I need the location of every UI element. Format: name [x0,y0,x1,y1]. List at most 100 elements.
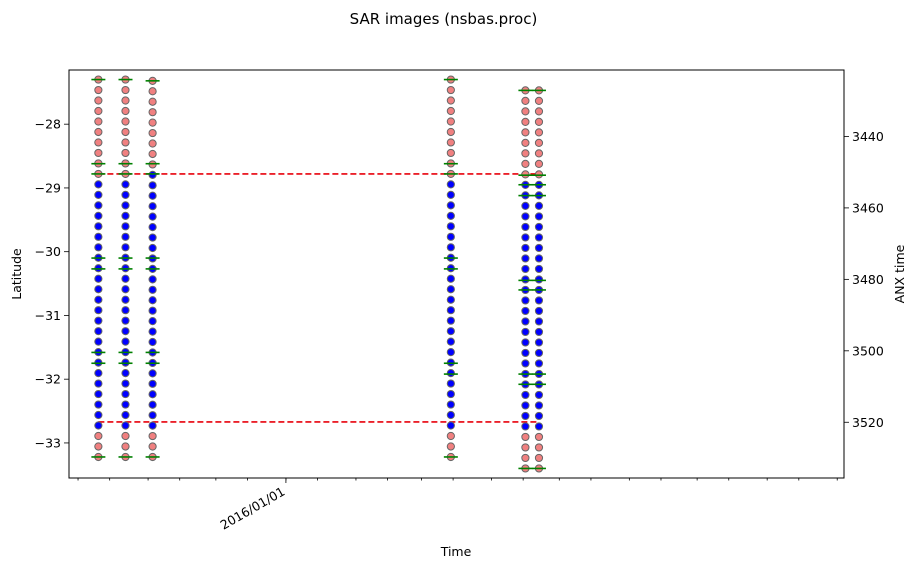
unselected-point [94,148,103,158]
unselected-point [121,117,130,126]
selected-point [521,233,530,242]
selected-point [121,400,130,409]
selected-point [148,191,157,200]
selected-point [148,379,157,388]
selected-point [521,359,530,368]
selected-point [446,389,455,399]
unselected-point [534,159,544,169]
selected-point [521,296,530,305]
unselected-point [446,127,455,137]
unselected-point [148,431,157,441]
selected-point [521,306,530,316]
selected-point [148,317,157,326]
date-column [118,75,133,462]
unselected-point [534,96,544,106]
selected-point [94,410,103,420]
unselected-point [121,442,130,451]
selected-point [94,201,103,210]
unselected-point [94,106,103,116]
selected-point [521,338,530,347]
y2-axis-label: ANX time [892,244,907,303]
selected-point [121,201,130,210]
unselected-point [534,117,544,127]
y-tick-label: −33 [35,435,61,450]
unselected-point [521,96,530,106]
selected-point [121,295,130,304]
selected-point [446,400,455,409]
unselected-point [94,96,103,105]
selected-point [94,243,103,252]
y2-tick-label: 3480 [852,272,884,287]
chart-title: SAR images (nsbas.proc) [350,10,538,28]
selected-point [521,411,530,421]
selected-point [148,243,157,253]
y-tick-label: −31 [35,308,61,323]
y-axis-label: Latitude [9,248,24,300]
unselected-point [534,149,544,158]
selected-point [94,285,103,294]
selected-point [148,296,157,305]
selected-point [94,306,103,315]
selected-point [534,306,544,316]
unselected-point [521,443,530,452]
unselected-point [534,443,544,452]
unselected-point [121,148,130,158]
unselected-point [121,431,130,441]
selected-point [121,190,130,199]
selected-point [446,379,455,388]
selected-point [534,422,544,431]
selected-point [94,180,103,189]
selected-point [521,212,530,221]
unselected-point [94,117,103,126]
selected-point [534,264,544,274]
selected-point [446,190,455,199]
selected-point [521,401,530,410]
selected-point [534,201,544,211]
y-tick-label: −30 [35,244,61,259]
unselected-point [446,431,455,441]
selected-point [94,400,103,409]
unselected-point [148,139,157,148]
selected-point [94,295,103,304]
selected-point [534,390,544,400]
selected-point [446,180,455,189]
selected-point [446,222,455,231]
selected-point [521,254,530,263]
selected-point [121,421,130,430]
unselected-point [446,96,455,105]
unselected-point [521,149,530,158]
unselected-point [94,127,103,137]
selected-point [446,232,455,241]
selected-point [148,411,157,420]
selected-point [446,306,455,315]
selected-point [94,337,103,346]
unselected-point [121,96,130,105]
selected-point [94,211,103,220]
unselected-point [534,128,544,137]
selected-point [148,275,157,284]
unselected-point [446,106,455,116]
selected-point [94,379,103,388]
unselected-point [148,87,157,96]
y-tick-label: −32 [35,372,61,387]
selected-point [121,368,130,378]
y2-tick-label: 3520 [852,415,884,430]
x-tick-label: 2016/01/01 [218,484,288,533]
unselected-point [521,128,530,137]
selected-point [121,243,130,252]
selected-point [521,327,530,337]
axes-frame [68,69,845,479]
selected-point [446,316,455,325]
selected-point [94,190,103,199]
selected-point [148,337,157,347]
selected-point [446,285,455,294]
selected-point [534,348,544,358]
selected-point [521,317,530,326]
unselected-point [121,138,130,147]
unselected-point [121,127,130,137]
date-column [145,76,160,462]
y2-axis: 3440 3460 3480 3500 3520 [844,129,884,430]
unselected-point [521,138,530,148]
selected-point [121,222,130,231]
